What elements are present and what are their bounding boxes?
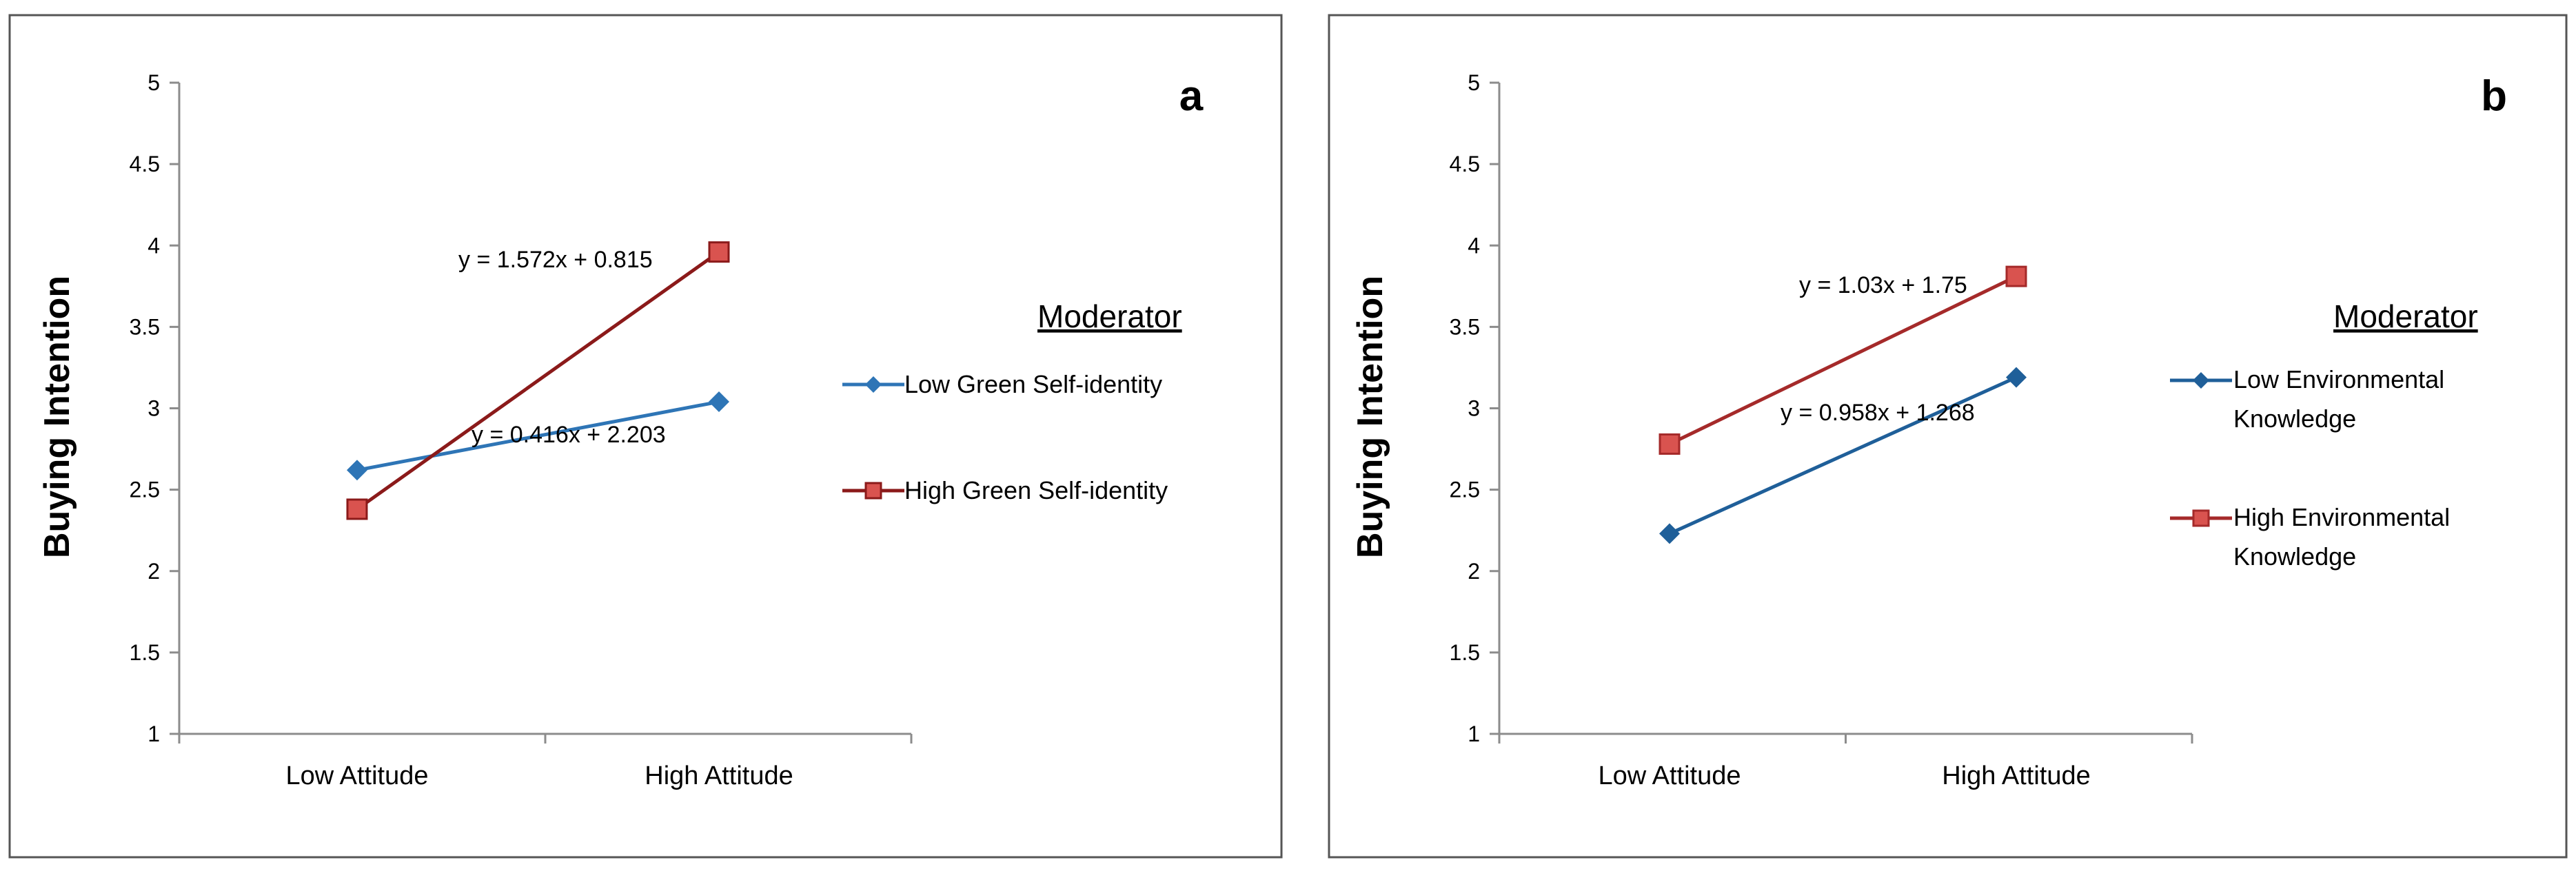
data-point-diamond [1659,523,1680,544]
y-tick-label: 5 [148,70,160,95]
data-point-square [346,498,368,520]
panel-b-legend-title: Moderator [2333,298,2478,334]
panel-b-ylabel: Buying Intention [1350,276,1390,558]
y-tick-label: 5 [1468,70,1480,95]
y-tick-label: 3.5 [130,314,160,339]
y-tick-label: 2 [1468,559,1480,584]
panel-b-legend-low-marker [2193,372,2209,389]
panel-a-legend-high-marker [864,482,882,500]
x-tick-label: Low Attitude [285,761,428,790]
panel-b-border [1328,14,2568,859]
y-tick-label: 4.5 [130,152,160,176]
panel-b-trendline-label-low: y = 0.958x + 1.268 [1781,400,1975,426]
panel-a-series [346,241,730,520]
panel-a-legend-high-label: High Green Self-identity [904,476,1168,504]
x-tick-label: Low Attitude [1598,761,1741,790]
y-tick-label: 2.5 [1450,478,1480,502]
x-tick-label: High Attitude [645,761,793,790]
series-line [1668,274,2018,446]
panel-a-legend-low-label: Low Green Self-identity [904,370,1162,398]
y-tick-label: 2.5 [130,478,160,502]
y-tick-label: 4.5 [1450,152,1480,176]
panel-b-legend-high-label-line1: High Environmental [2233,503,2450,531]
panel-a-ylabel: Buying Intention [37,276,77,558]
y-tick-label: 3 [148,396,160,421]
panel-a-border [8,14,1283,859]
panel-a-y-ticks: 1 1.5 2 2.5 3 3.5 4 4.5 5 [130,70,179,746]
panel-b-legend-high: High Environmental Knowledge [2170,503,2450,571]
panel-b-legend-low-label-line1: Low Environmental [2233,365,2444,393]
y-tick-label: 2 [148,559,160,584]
data-point-diamond [2006,367,2027,388]
data-point-square [708,241,730,263]
panel-a-label: a [1179,72,1204,120]
panel-b-trendline-label-high: y = 1.03x + 1.75 [1799,272,1967,298]
y-tick-label: 4 [148,233,160,258]
panel-b-legend-low: Low Environmental Knowledge [2170,365,2444,433]
panel-b-legend-low-label-line2: Knowledge [2233,404,2356,433]
y-tick-label: 1 [148,721,160,746]
panel-b-label: b [2481,72,2507,120]
panel-a-legend-low-marker [865,376,882,393]
series-line [356,400,720,472]
data-point-square [1659,433,1681,455]
panel-b-x-ticks: Low Attitude High Attitude [1498,734,2193,790]
panel-b-series [1659,265,2027,544]
series-line [1668,376,2018,535]
panel-a-trendline-label-high: y = 1.572x + 0.815 [458,247,653,273]
y-tick-label: 3.5 [1450,314,1480,339]
panel-a-x-ticks: Low Attitude High Attitude [178,734,913,790]
series-line [356,250,720,511]
data-point-diamond [347,460,367,481]
panel-a-legend-low: Low Green Self-identity [842,370,1162,398]
y-tick-label: 1 [1468,721,1480,746]
panel-a-legend-title: Moderator [1037,298,1182,334]
panel-b-legend-high-marker [2192,509,2210,527]
data-point-square [2005,265,2027,287]
x-tick-label: High Attitude [1942,761,2090,790]
y-tick-label: 1.5 [1450,640,1480,665]
y-tick-label: 3 [1468,396,1480,421]
chart-panel-b: b Buying Intention 1 1.5 2 2.5 3 3.5 4 4.5 5 Low… [1328,14,2568,859]
data-point-diamond [709,391,729,413]
chart-panel-a: a Buying Intention 1 1.5 2 2.5 3 3.5 4 4.5 5 Low… [8,14,1283,859]
panel-a-trendline-label-low: y = 0.416x + 2.203 [471,422,666,448]
panel-b-legend-high-label-line2: Knowledge [2233,542,2356,571]
y-tick-label: 4 [1468,233,1480,258]
y-tick-label: 1.5 [130,640,160,665]
panel-a-legend-high: High Green Self-identity [842,476,1168,504]
panel-b-y-ticks: 1 1.5 2 2.5 3 3.5 4 4.5 5 [1450,70,1499,746]
